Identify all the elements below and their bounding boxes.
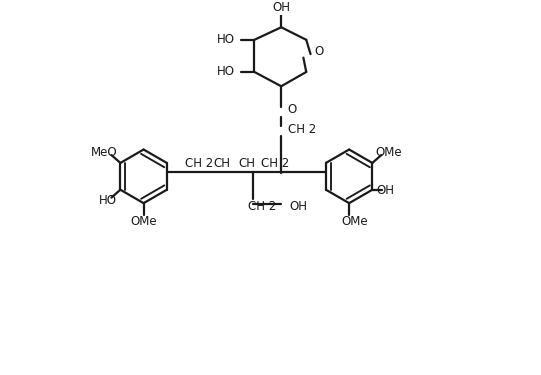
Text: OH: OH bbox=[289, 200, 307, 213]
Text: MeO: MeO bbox=[91, 146, 117, 159]
Text: OMe: OMe bbox=[130, 214, 157, 228]
Text: CH: CH bbox=[239, 157, 256, 170]
Text: O: O bbox=[288, 103, 297, 116]
Text: OMe: OMe bbox=[341, 214, 368, 228]
Text: OMe: OMe bbox=[375, 146, 402, 159]
Text: CH 2: CH 2 bbox=[248, 200, 276, 213]
Text: OH: OH bbox=[376, 184, 394, 197]
Text: HO: HO bbox=[217, 66, 235, 78]
Text: HO: HO bbox=[217, 33, 235, 46]
Text: O: O bbox=[314, 45, 324, 58]
Text: OH: OH bbox=[272, 2, 290, 15]
Text: HO: HO bbox=[99, 194, 117, 207]
Text: CH 2: CH 2 bbox=[185, 157, 213, 170]
Text: CH 2: CH 2 bbox=[288, 123, 316, 136]
Text: CH: CH bbox=[214, 157, 231, 170]
Text: CH 2: CH 2 bbox=[261, 157, 289, 170]
